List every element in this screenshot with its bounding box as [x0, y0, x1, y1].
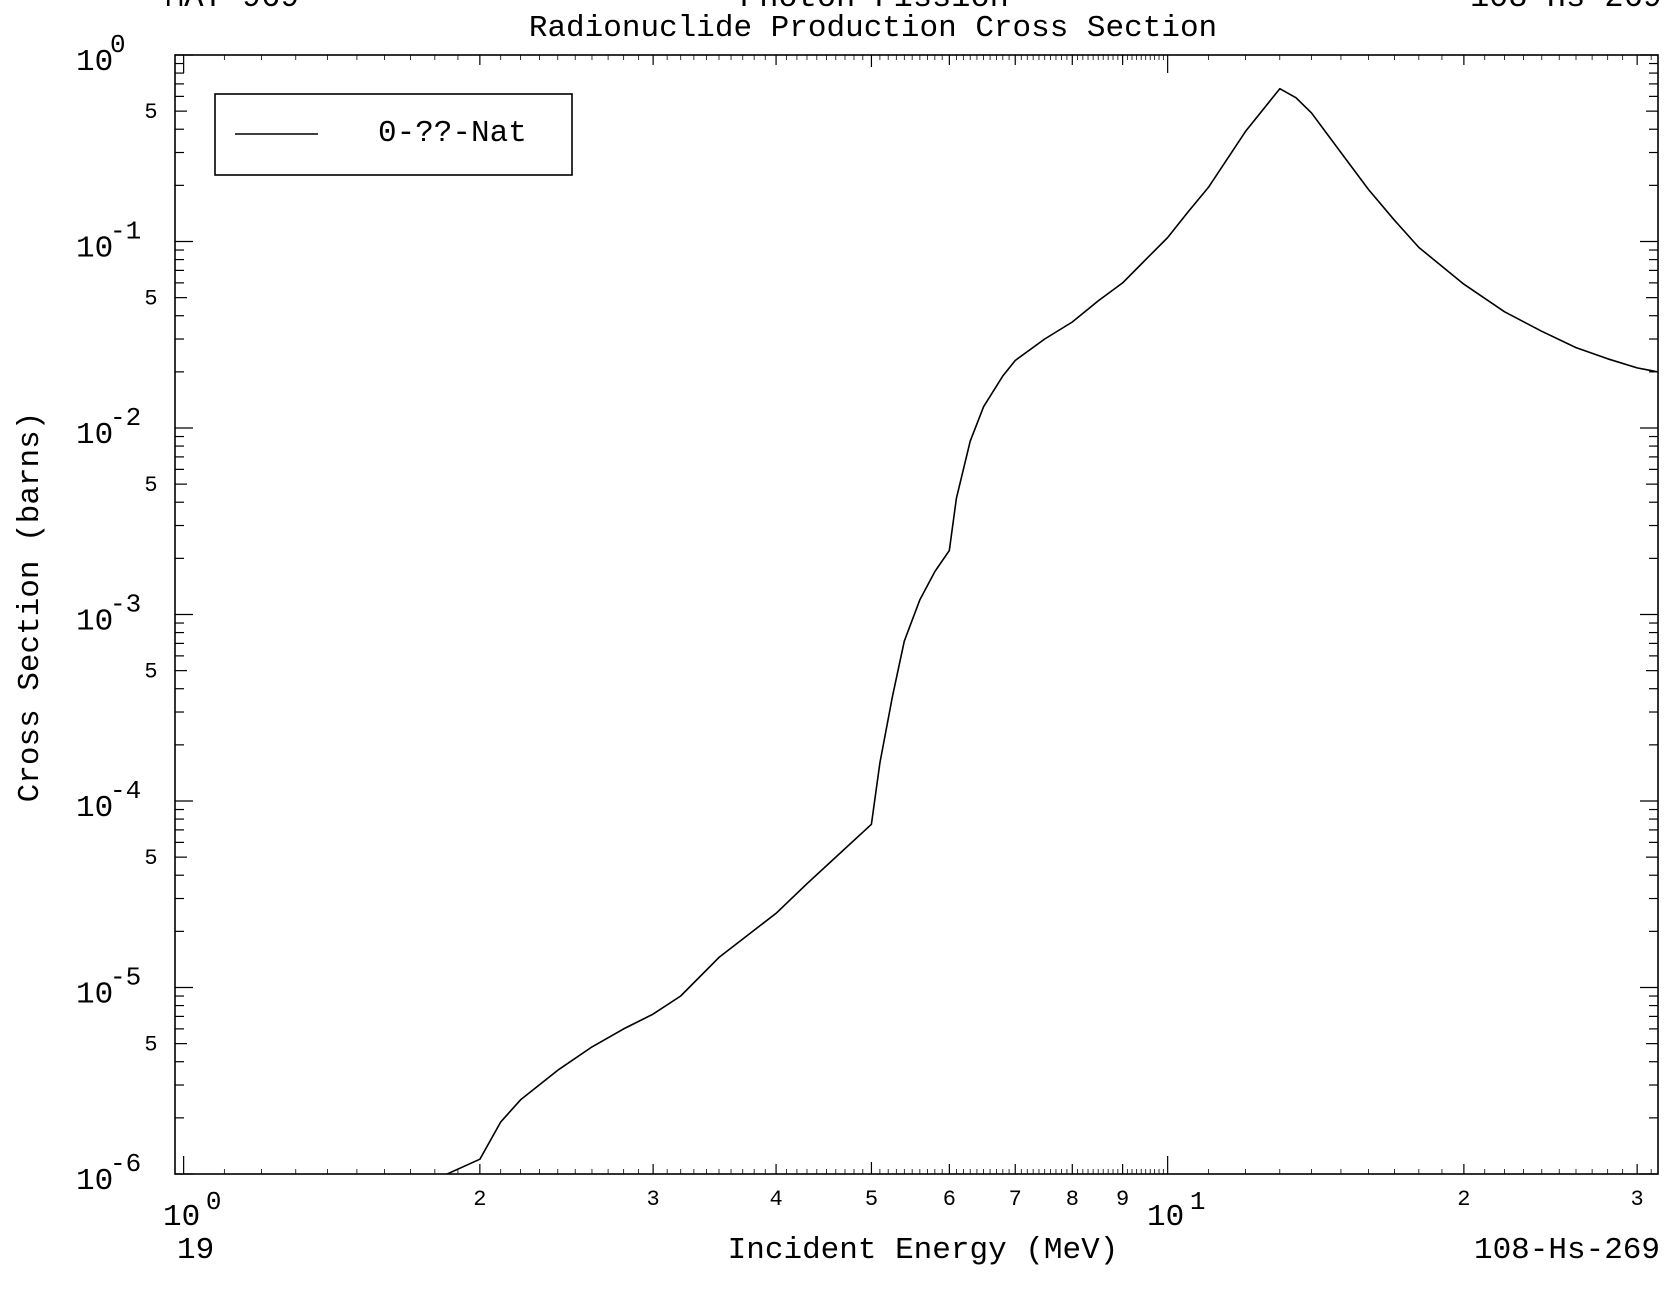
x-axis-label: Incident Energy (MeV) — [728, 1233, 1119, 1268]
tick-labels: 10 0 10 12 3 4 5 6 7 8 9 2 310010-110-210-310-410-51… — [76, 30, 1644, 1235]
y-major-tick-exponent: -5 — [110, 963, 141, 993]
y-major-tick-label: 10 — [76, 1164, 113, 1199]
y-major-tick-label: 10 — [76, 418, 113, 453]
x-major-tick-label: 10 — [163, 1200, 200, 1235]
plot-frame — [174, 54, 1659, 1175]
axes-ticks — [175, 54, 1658, 1175]
y-minor-tick-label: 5 — [144, 846, 157, 871]
y-major-tick-label: 10 — [76, 791, 113, 826]
y-major-tick-label: 10 — [76, 978, 113, 1013]
y-minor-tick-label: 5 — [144, 473, 157, 498]
x-minor-tick-label: 2 — [473, 1187, 486, 1212]
x-minor-tick-label: 6 — [943, 1187, 956, 1212]
y-major-tick-label: 10 — [76, 605, 113, 640]
legend-label: 0-??-Nat — [378, 116, 527, 151]
header-left-text: MAT 969 — [165, 0, 299, 16]
legend: 0-??-Nat — [214, 93, 573, 176]
series-line — [445, 87, 1658, 1174]
y-minor-tick-label: 5 — [144, 287, 157, 312]
footer-right-text: 108-Hs-269 — [1474, 1233, 1660, 1268]
y-minor-tick-label: 5 — [144, 100, 157, 125]
chart-title: Radionuclide Production Cross Section — [529, 11, 1217, 46]
y-major-tick-exponent: -2 — [110, 403, 141, 433]
x-major-tick-label: 10 — [1147, 1200, 1184, 1235]
x-minor-tick-label: 4 — [769, 1187, 782, 1212]
x-major-tick-exponent: 0 — [206, 1187, 222, 1217]
y-major-tick-exponent: -4 — [110, 776, 141, 806]
x-minor-tick-label: 5 — [865, 1187, 878, 1212]
x-major-tick-exponent: 1 — [1190, 1187, 1206, 1217]
y-minor-tick-label: 5 — [144, 660, 157, 685]
y-major-tick-exponent: -3 — [110, 590, 141, 620]
series-layer — [445, 87, 1658, 1174]
y-major-tick-label: 10 — [76, 45, 113, 80]
header-center-text: Photon Fission — [740, 0, 1009, 16]
y-axis-label: Cross Section (barns) — [13, 412, 48, 803]
footer-left-text: 19 — [177, 1233, 214, 1268]
y-minor-tick-label: 5 — [144, 1033, 157, 1058]
y-major-tick-label: 10 — [76, 232, 113, 267]
x-minor-tick-label: 3 — [1631, 1187, 1644, 1212]
x-minor-tick-label: 8 — [1066, 1187, 1079, 1212]
y-major-tick-exponent: -6 — [110, 1149, 141, 1179]
y-major-tick-exponent: -1 — [110, 217, 141, 247]
x-minor-tick-label: 9 — [1116, 1187, 1129, 1212]
y-major-tick-exponent: 0 — [110, 30, 126, 60]
x-minor-tick-label: 3 — [647, 1187, 660, 1212]
x-minor-tick-label: 7 — [1009, 1187, 1022, 1212]
x-minor-tick-label: 2 — [1457, 1187, 1470, 1212]
header-right-text: 108-Hs-269 — [1470, 0, 1662, 16]
